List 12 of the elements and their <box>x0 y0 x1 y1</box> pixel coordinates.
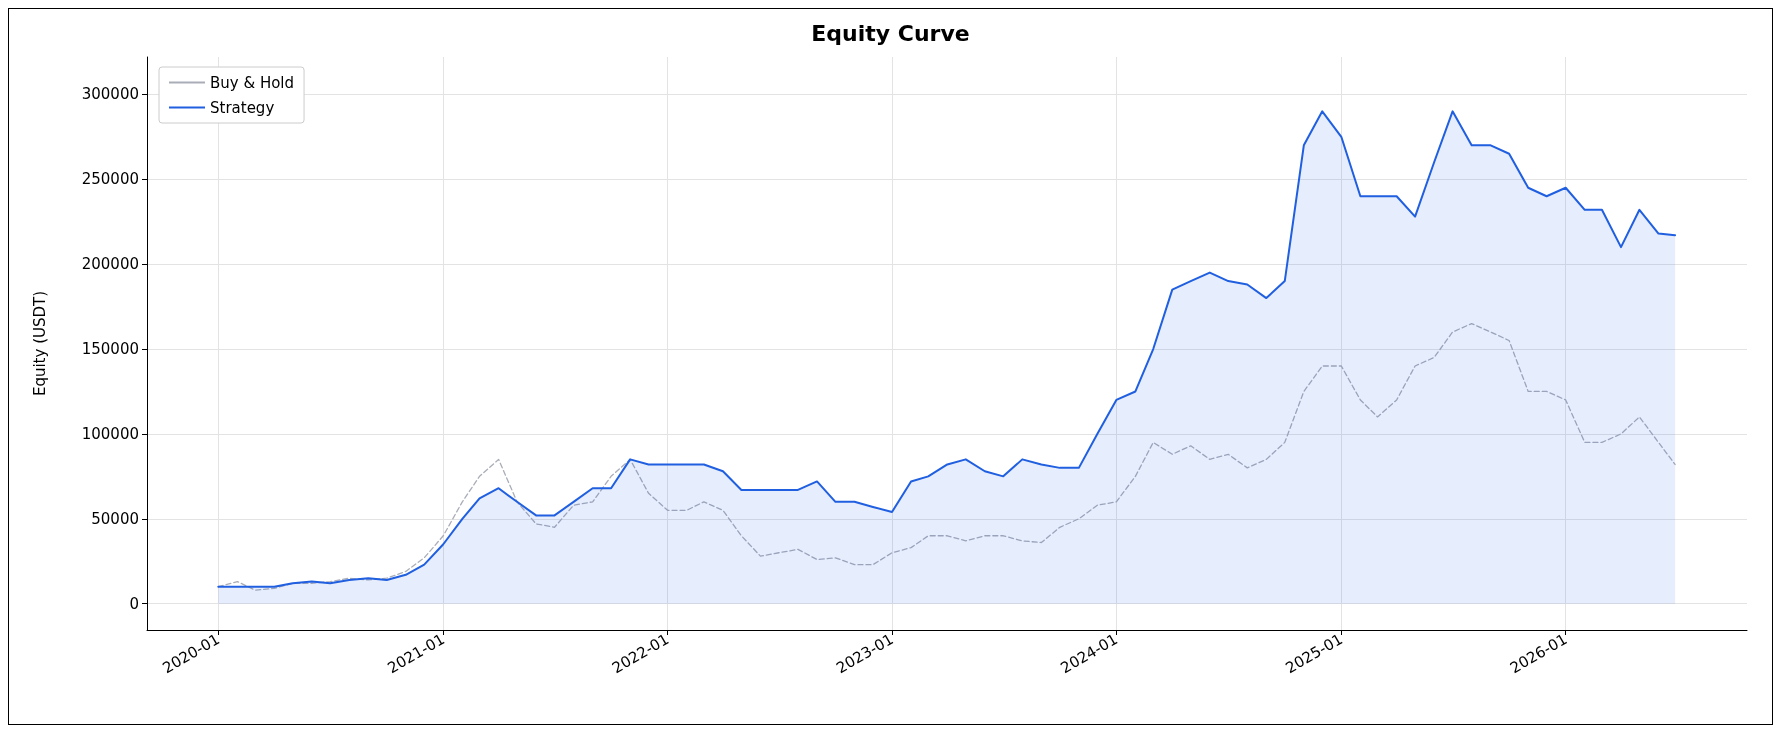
y-tick-label: 150000 <box>81 340 139 359</box>
y-tick-label: 200000 <box>81 255 139 274</box>
legend-label: Buy & Hold <box>210 73 295 92</box>
line-series <box>217 322 1676 591</box>
y-tick-label: 100000 <box>81 424 139 443</box>
y-tick-label: 250000 <box>81 170 139 189</box>
y-tick-label: 300000 <box>81 85 139 104</box>
y-tick-label: 50000 <box>91 509 139 528</box>
legend-label: Strategy <box>210 98 275 117</box>
y-axis-title: Equity (USDT) <box>30 290 49 397</box>
y-tick-label: 0 <box>129 594 139 613</box>
chart-title: Equity Curve <box>811 20 970 46</box>
